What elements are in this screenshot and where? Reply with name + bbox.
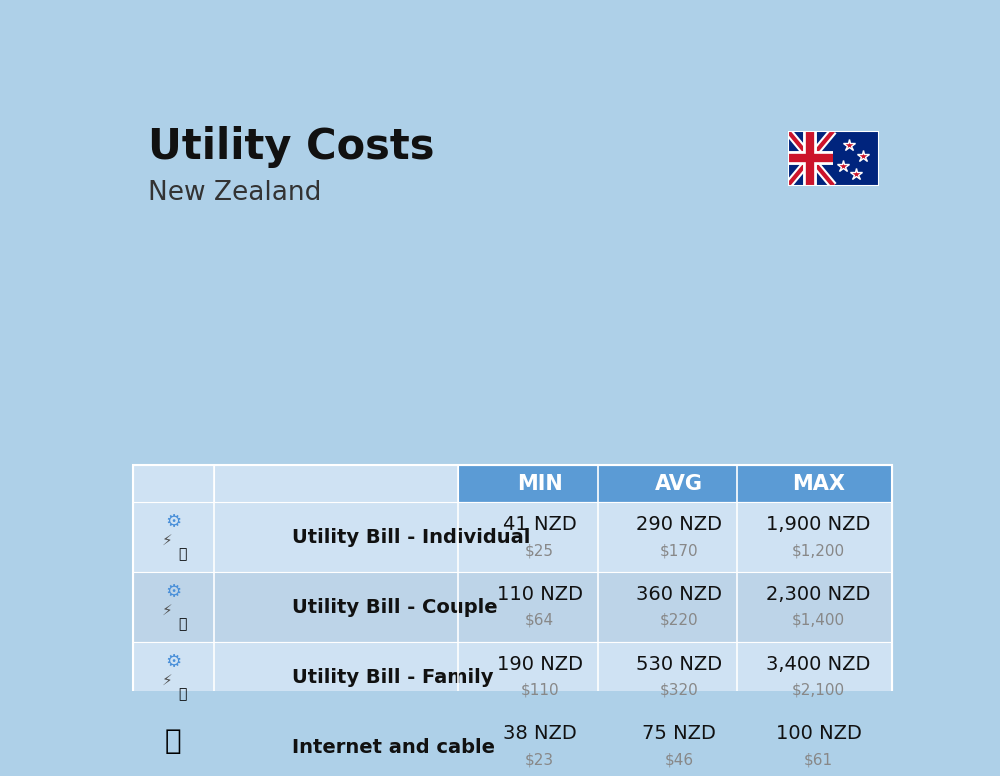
FancyBboxPatch shape	[133, 502, 892, 573]
Text: 41 NZD: 41 NZD	[503, 514, 576, 534]
Text: 3,400 NZD: 3,400 NZD	[766, 654, 871, 674]
Text: 🔌: 🔌	[179, 547, 187, 561]
Text: ⚡: ⚡	[162, 673, 173, 688]
FancyBboxPatch shape	[133, 465, 214, 502]
Text: 530 NZD: 530 NZD	[636, 654, 722, 674]
Text: 290 NZD: 290 NZD	[636, 514, 722, 534]
Text: $23: $23	[525, 753, 554, 767]
Text: Utility Bill - Family: Utility Bill - Family	[292, 667, 493, 687]
Text: $61: $61	[804, 753, 833, 767]
Text: $2,100: $2,100	[792, 683, 845, 698]
Text: 100 NZD: 100 NZD	[776, 725, 862, 743]
Text: Utility Costs: Utility Costs	[148, 126, 435, 168]
Text: 1,900 NZD: 1,900 NZD	[766, 514, 871, 534]
Text: 🔌: 🔌	[179, 617, 187, 631]
FancyBboxPatch shape	[133, 643, 892, 712]
Text: 📶: 📶	[165, 727, 182, 755]
Text: 75 NZD: 75 NZD	[642, 725, 716, 743]
FancyBboxPatch shape	[214, 465, 458, 502]
Text: ⚙: ⚙	[165, 584, 182, 601]
Text: ⚙: ⚙	[165, 653, 182, 671]
Text: Utility Bill - Couple: Utility Bill - Couple	[292, 598, 497, 617]
Text: MIN: MIN	[517, 473, 562, 494]
Text: $1,200: $1,200	[792, 543, 845, 558]
Text: AVG: AVG	[655, 473, 703, 494]
Text: 🔌: 🔌	[179, 687, 187, 701]
FancyBboxPatch shape	[133, 465, 892, 502]
Text: $170: $170	[660, 543, 698, 558]
Text: Internet and cable: Internet and cable	[292, 738, 495, 757]
Text: MAX: MAX	[792, 473, 845, 494]
Text: Utility Bill - Individual: Utility Bill - Individual	[292, 528, 530, 547]
Text: $110: $110	[520, 683, 559, 698]
FancyBboxPatch shape	[133, 573, 892, 643]
Text: $320: $320	[660, 683, 698, 698]
Text: $25: $25	[525, 543, 554, 558]
Text: ⚡: ⚡	[162, 533, 173, 548]
Text: 110 NZD: 110 NZD	[497, 584, 583, 604]
Text: 38 NZD: 38 NZD	[503, 725, 576, 743]
FancyBboxPatch shape	[133, 712, 892, 776]
Text: $1,400: $1,400	[792, 613, 845, 628]
Text: $46: $46	[665, 753, 694, 767]
Text: 360 NZD: 360 NZD	[636, 584, 722, 604]
Text: ⚙: ⚙	[165, 514, 182, 532]
Bar	[150, 757, 197, 768]
Text: $220: $220	[660, 613, 698, 628]
Text: ⚡: ⚡	[162, 603, 173, 618]
Text: 2,300 NZD: 2,300 NZD	[766, 584, 871, 604]
Text: $64: $64	[525, 613, 554, 628]
Text: 190 NZD: 190 NZD	[497, 654, 583, 674]
Text: New Zealand: New Zealand	[148, 180, 322, 206]
